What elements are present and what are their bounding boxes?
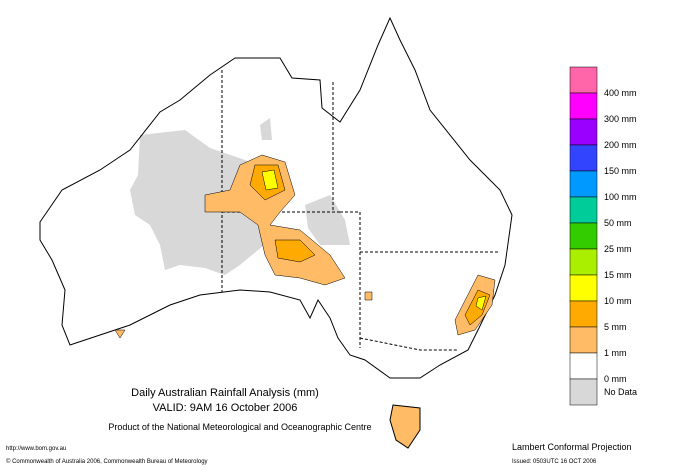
legend-label: 0 mm — [604, 374, 627, 384]
legend-label: 300 mm — [604, 114, 637, 124]
legend-label: 200 mm — [604, 140, 637, 150]
legend-label: No Data — [604, 387, 637, 397]
projection: Lambert Conformal Projection — [512, 442, 632, 452]
legend-label: 25 mm — [604, 244, 632, 254]
title: Daily Australian Rainfall Analysis (mm) — [131, 387, 319, 399]
legend-swatch — [569, 170, 598, 198]
legend-label: 15 mm — [604, 270, 632, 280]
issued: Issued: 0503UTC 16 OCT 2006 — [512, 459, 597, 465]
url: http://www.bom.gov.au — [6, 446, 66, 452]
copyright: © Commonwealth of Australia 2006, Common… — [6, 458, 208, 465]
legend-label: 100 mm — [604, 192, 637, 202]
legend-swatch — [569, 378, 598, 406]
tasmania-outline — [389, 404, 421, 449]
legend-swatch — [569, 248, 598, 276]
legend-swatch — [569, 66, 598, 94]
legend-swatch — [569, 274, 598, 302]
rain-10mm — [261, 169, 487, 311]
legend-label: 10 mm — [604, 296, 632, 306]
legend-swatch — [569, 222, 598, 250]
legend-label: 400 mm — [604, 88, 637, 98]
product: Product of the National Meteorological a… — [108, 422, 371, 432]
legend-label: 50 mm — [604, 218, 632, 228]
legend-label: 5 mm — [604, 322, 627, 332]
legend-label: 1 mm — [604, 348, 627, 358]
legend: 400 mm 300 mm 200 mm 150 mm 100 mm 50 mm 25 mm… — [569, 66, 637, 406]
legend-swatch — [569, 300, 598, 328]
legend-swatch — [569, 118, 598, 146]
state-borders — [221, 70, 500, 351]
legend-swatch — [569, 352, 598, 380]
valid-time: VALID: 9AM 16 October 2006 — [153, 402, 298, 414]
legend-swatch — [569, 326, 598, 354]
legend-swatch — [569, 144, 598, 172]
legend-swatch — [569, 92, 598, 120]
legend-label: 150 mm — [604, 166, 637, 176]
legend-swatch — [569, 196, 598, 224]
